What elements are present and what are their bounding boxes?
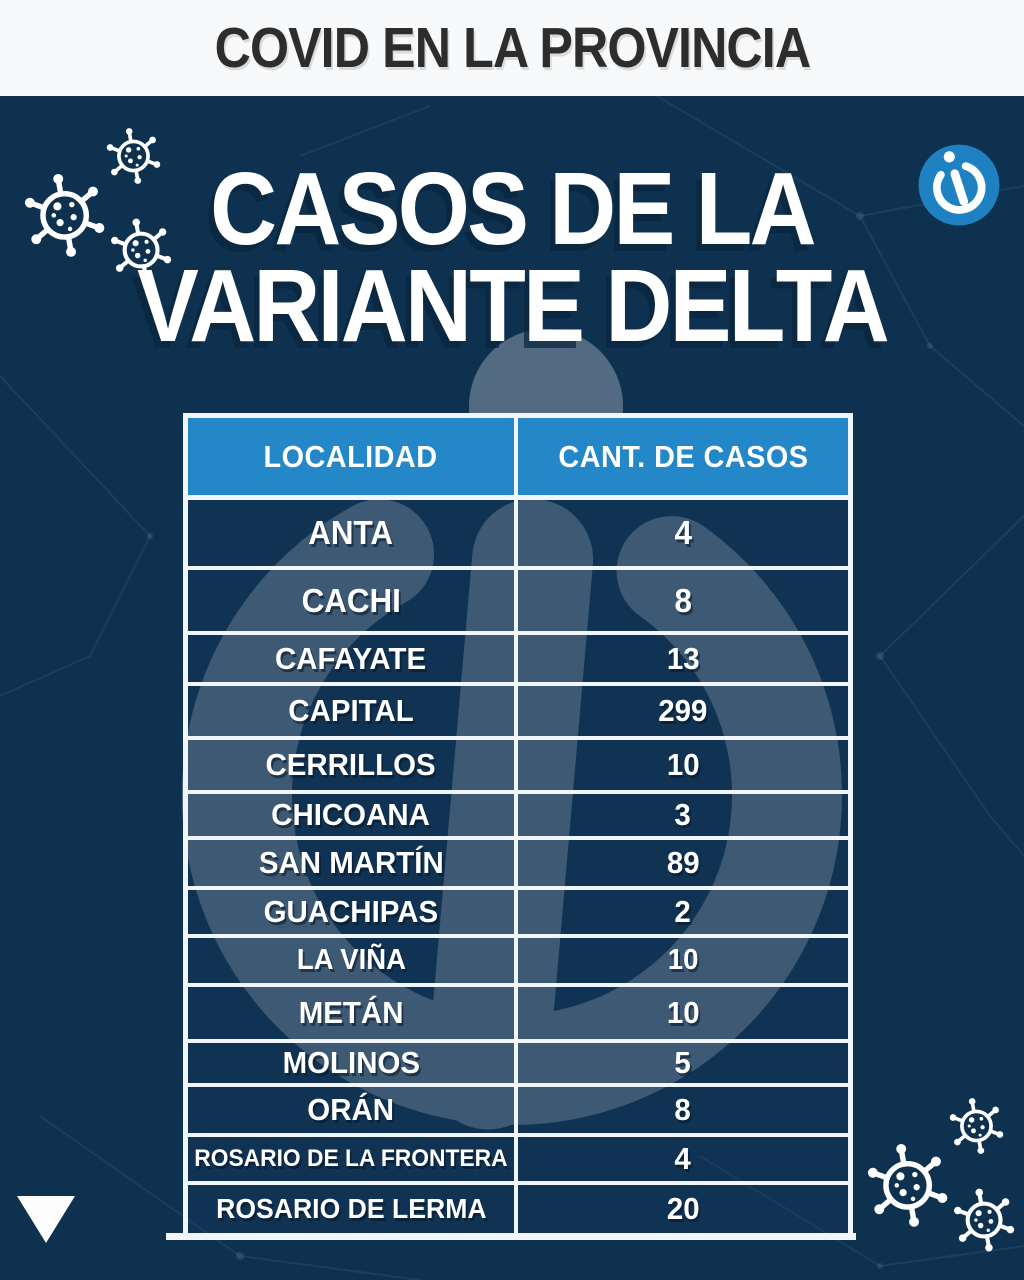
locality-cell: CAFAYATE (275, 640, 427, 676)
locality-cell: SAN MARTÍN (258, 845, 444, 880)
locality-cell: GUACHIPAS (263, 894, 439, 929)
table-row: SAN MARTÍN 89 (188, 840, 848, 890)
locality-cell: CHICOANA (271, 797, 431, 832)
virus-cluster-icon (853, 1096, 1024, 1278)
locality-cell: ROSARIO DE LA FRONTERA (194, 1145, 508, 1172)
cases-cell: 13 (666, 640, 700, 676)
table-row: CAPITAL 299 (188, 686, 848, 740)
plexus-background-icon (0, 96, 1024, 1280)
locality-cell: CACHI (301, 581, 401, 619)
banner-title: COVID EN LA PROVINCIA (214, 16, 810, 80)
cases-cell: 8 (674, 581, 692, 619)
header-cases: CANT. DE CASOS (518, 418, 848, 495)
cases-cell: 10 (666, 995, 700, 1030)
informate-logo-icon (918, 144, 1000, 226)
table-row: LA VIÑA 10 (188, 938, 848, 987)
cases-table: LOCALIDAD CANT. DE CASOS ANTA 4 CACHI 8 … (183, 413, 853, 1238)
main-title: CASOS DE LA VARIANTE DELTA (0, 151, 1024, 363)
table-body: ANTA 4 CACHI 8 CAFAYATE 13 CAPITAL 299 C… (188, 500, 848, 1233)
cases-cell: 5 (674, 1045, 692, 1080)
cases-cell: 10 (667, 944, 699, 976)
table-bottom-rule (166, 1233, 856, 1240)
top-banner: COVID EN LA PROVINCIA (0, 0, 1024, 96)
table-row: ROSARIO DE LERMA 20 (188, 1185, 848, 1233)
locality-cell: METÁN (298, 995, 404, 1030)
cases-cell: 10 (666, 747, 700, 782)
table-header-row: LOCALIDAD CANT. DE CASOS (188, 418, 848, 500)
main-title-line2: VARIANTE DELTA (136, 248, 890, 363)
infographic-stage: CASOS DE LA VARIANTE DELTA LOCALIDAD CAN… (0, 96, 1024, 1280)
cases-cell: 20 (666, 1191, 700, 1226)
locality-cell: LA VIÑA (296, 944, 406, 976)
table-row: GUACHIPAS 2 (188, 890, 848, 938)
table-row: MOLINOS 5 (188, 1043, 848, 1087)
main-title-line1: CASOS DE LA (210, 151, 817, 266)
table-row: METÁN 10 (188, 987, 848, 1043)
cases-cell: 2 (674, 894, 692, 929)
locality-cell: CAPITAL (288, 693, 414, 728)
cases-cell: 3 (674, 797, 692, 832)
cases-cell: 8 (674, 1092, 692, 1127)
header-locality: LOCALIDAD (188, 418, 518, 495)
table-row: ORÁN 8 (188, 1087, 848, 1137)
locality-cell: ANTA (308, 514, 394, 551)
table-row: CHICOANA 3 (188, 794, 848, 840)
table-row: CACHI 8 (188, 570, 848, 635)
cases-cell: 89 (666, 845, 700, 880)
cases-cell: 299 (658, 693, 708, 728)
table-row: CERRILLOS 10 (188, 740, 848, 794)
table-row: ROSARIO DE LA FRONTERA 4 (188, 1137, 848, 1185)
cases-cell: 4 (674, 1141, 692, 1176)
table-row: CAFAYATE 13 (188, 635, 848, 686)
table-row: ANTA 4 (188, 500, 848, 570)
locality-cell: ROSARIO DE LERMA (215, 1193, 487, 1224)
locality-cell: CERRILLOS (265, 747, 437, 782)
cases-cell: 4 (674, 514, 692, 551)
locality-cell: ORÁN (307, 1092, 395, 1127)
locality-cell: MOLINOS (282, 1045, 420, 1080)
